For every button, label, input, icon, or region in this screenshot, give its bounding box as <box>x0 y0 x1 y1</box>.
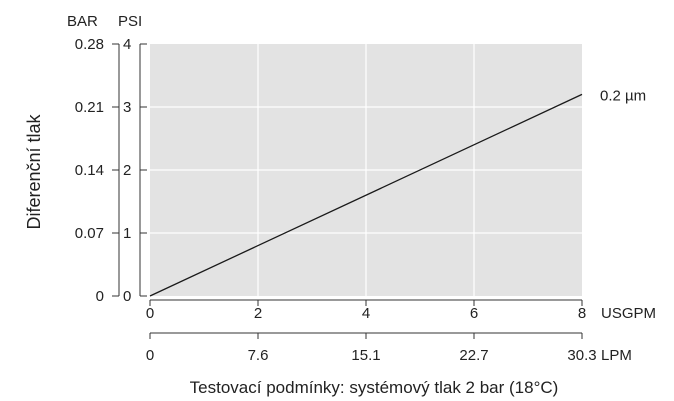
y-tick-label-psi: 0 <box>123 288 131 305</box>
tick-labels: 0010.0720.1430.2140.280027.6415.1622.783… <box>75 36 597 364</box>
x-tick-label-usgpm: 8 <box>578 305 586 322</box>
x-tick-label-lpm: 30.3 <box>567 347 596 364</box>
y-tick-label-bar: 0.07 <box>75 225 104 242</box>
x-unit-lpm: LPM <box>601 347 632 364</box>
axes <box>112 43 583 339</box>
y-tick-label-bar: 0.14 <box>75 162 104 179</box>
x-tick-label-lpm: 7.6 <box>248 347 269 364</box>
y-tick-label-bar: 0 <box>96 288 104 305</box>
x-tick-label-usgpm: 0 <box>146 305 154 322</box>
series-label: 0.2 µm <box>600 87 646 104</box>
x-tick-label-usgpm: 4 <box>362 305 370 322</box>
x-tick-label-lpm: 0 <box>146 347 154 364</box>
y-tick-label-psi: 1 <box>123 225 131 242</box>
y-axis-title: Diferenční tlak <box>24 113 44 229</box>
x-unit-usgpm: USGPM <box>601 305 656 322</box>
x-tick-label-lpm: 15.1 <box>351 347 380 364</box>
y-tick-label-psi: 3 <box>123 99 131 116</box>
y-tick-label-psi: 4 <box>123 36 131 53</box>
test-conditions-caption: Testovací podmínky: systémový tlak 2 bar… <box>190 378 559 397</box>
series-line <box>149 93 583 297</box>
gridlines <box>150 44 582 296</box>
y-tick-label-bar: 0.28 <box>75 36 104 53</box>
y-tick-label-psi: 2 <box>123 162 131 179</box>
series-layer: 0.2 µm <box>149 87 646 297</box>
y-unit-psi: PSI <box>118 13 142 30</box>
y-unit-bar: BAR <box>67 13 98 30</box>
x-tick-label-lpm: 22.7 <box>459 347 488 364</box>
x-tick-label-usgpm: 2 <box>254 305 262 322</box>
y-tick-label-bar: 0.21 <box>75 99 104 116</box>
x-tick-label-usgpm: 6 <box>470 305 478 322</box>
